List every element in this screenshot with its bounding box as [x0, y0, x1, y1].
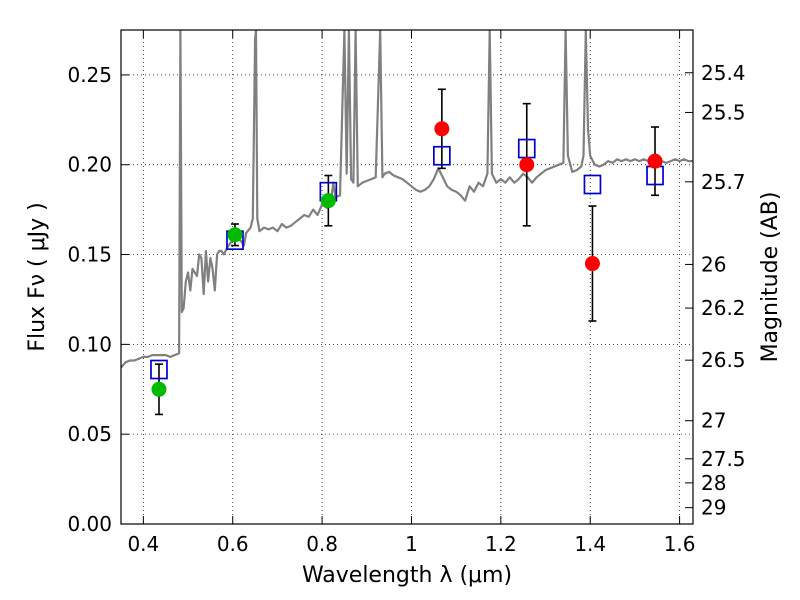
right-tick-label: 26.5	[701, 348, 746, 372]
model-box	[433, 145, 451, 166]
right-tick-label: 27	[701, 409, 726, 433]
red-point	[434, 121, 450, 137]
tick-labels: 0.4 0.6 0.8 1 1.2 1.4 1.6 0.00 0.05 0.10 0.15 0.20 0…	[67, 61, 745, 556]
green-point	[151, 381, 167, 397]
red-point	[584, 256, 600, 272]
x-tick-label: 1.2	[485, 532, 517, 556]
x-tick-label: 0.8	[306, 532, 338, 556]
x-tick-label: 1	[405, 532, 418, 556]
x-tick-label: 0.4	[127, 532, 159, 556]
x-axis-title: Wavelength λ (μm)	[302, 563, 512, 588]
right-axis-title: Magnitude (AB)	[758, 192, 783, 363]
red-point	[519, 157, 535, 173]
red-point	[647, 153, 663, 169]
y-tick-label: 0.00	[67, 512, 112, 536]
plot-frame	[120, 29, 694, 525]
y-tick-label: 0.05	[67, 422, 112, 446]
y-tick-label: 0.25	[67, 63, 112, 87]
green-point	[227, 227, 243, 243]
y-tick-label: 0.10	[67, 332, 112, 356]
x-tick-label: 0.6	[217, 532, 249, 556]
green-point	[320, 193, 336, 209]
model-box	[150, 359, 168, 380]
y-tick-label: 0.20	[67, 153, 112, 177]
right-tick-label: 28	[701, 471, 726, 495]
model-spectrum-line	[121, 30, 693, 369]
y-tick-label: 0.15	[67, 243, 112, 267]
right-tick-label: 25.7	[701, 170, 746, 194]
axis-ticks	[121, 30, 693, 525]
x-tick-label: 1.6	[664, 532, 696, 556]
right-tick-label: 25.4	[701, 61, 746, 85]
x-tick-label: 1.4	[574, 532, 606, 556]
right-tick-label: 26	[701, 252, 726, 276]
model-spectrum-layer	[121, 30, 693, 369]
model-box	[583, 174, 602, 195]
right-tick-label: 29	[701, 496, 726, 520]
right-tick-label: 26.2	[701, 296, 746, 320]
right-tick-label: 25.5	[701, 100, 746, 124]
data-points-layer	[150, 88, 664, 416]
y-axis-title: Flux Fν ( μJy )	[25, 202, 50, 351]
right-tick-label: 27.5	[701, 447, 746, 471]
